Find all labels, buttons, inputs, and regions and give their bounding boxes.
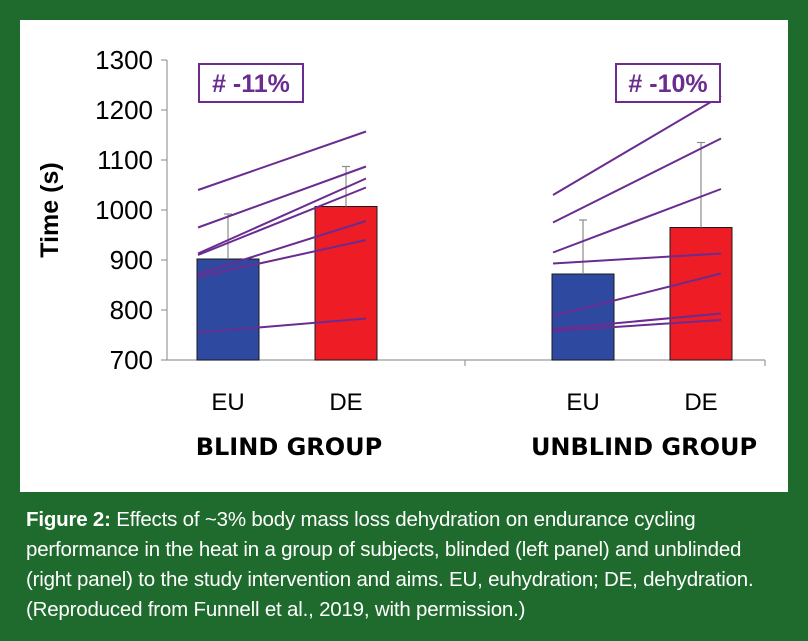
subject-line bbox=[197, 165, 367, 229]
x-category-label: DE bbox=[684, 389, 717, 416]
y-tick-label: 900 bbox=[110, 245, 153, 275]
group-label: UNBLIND GROUP bbox=[531, 433, 757, 461]
subject-line bbox=[552, 137, 722, 224]
caption-label: Figure 2: bbox=[26, 508, 111, 531]
subject-line bbox=[552, 272, 722, 317]
caption-text: Effects of ~3% body mass loss dehydratio… bbox=[26, 508, 754, 621]
x-category-label: DE bbox=[329, 389, 362, 416]
subject-line bbox=[197, 177, 367, 255]
annotation-box bbox=[615, 63, 721, 103]
subject-line bbox=[552, 188, 722, 254]
y-axis-title: Time (s) bbox=[36, 162, 64, 257]
bar-de bbox=[314, 206, 378, 361]
x-category-label: EU bbox=[211, 389, 244, 416]
y-tick-label: 700 bbox=[110, 345, 153, 375]
annotation-label: # -10% bbox=[628, 70, 707, 98]
subject-line bbox=[197, 130, 367, 191]
y-tick-label: 1200 bbox=[95, 95, 153, 125]
subject-line bbox=[197, 220, 367, 275]
bar-chart: 1300 1200 1100 1000 900 800 700 Time (s) EU DE BLI… bbox=[36, 45, 766, 461]
y-tick-label: 800 bbox=[110, 295, 153, 325]
subject-line bbox=[552, 95, 722, 196]
subject-line bbox=[552, 312, 722, 330]
subject-line bbox=[197, 186, 367, 256]
subject-line bbox=[552, 319, 722, 332]
bar-eu bbox=[551, 273, 615, 361]
subject-line bbox=[197, 239, 367, 278]
y-tick-label: 1000 bbox=[95, 195, 153, 225]
figure-caption: Figure 2: Effects of ~3% body mass loss … bbox=[26, 505, 786, 625]
subject-line bbox=[197, 317, 367, 334]
x-category-label: EU bbox=[566, 389, 599, 416]
y-tick-label: 1300 bbox=[95, 45, 153, 75]
y-tick-label: 1100 bbox=[97, 145, 153, 175]
subject-line bbox=[552, 252, 722, 265]
group-label: BLIND GROUP bbox=[196, 433, 383, 461]
annotation-label: # -11% bbox=[212, 70, 290, 98]
annotation-box bbox=[198, 63, 304, 103]
chart-panel: 1300 1200 1100 1000 900 800 700 Time (s) EU DE BLI… bbox=[20, 20, 788, 492]
bar-de bbox=[669, 227, 733, 361]
